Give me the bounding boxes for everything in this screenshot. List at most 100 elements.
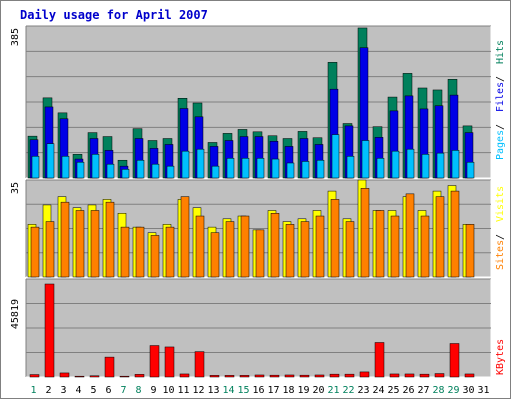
pages-bar <box>331 134 340 179</box>
sites-bar <box>315 215 325 278</box>
kbytes-bar <box>149 345 160 378</box>
x-tick-label: 24 <box>372 385 384 396</box>
kbytes-bar <box>74 375 85 378</box>
kbytes-bar <box>299 374 310 378</box>
x-tick-label: 12 <box>192 385 204 396</box>
sites-bar <box>105 201 115 278</box>
x-tick-label: 1 <box>30 385 36 396</box>
sites-bar <box>60 201 70 278</box>
pages-bar <box>181 150 190 179</box>
sites-bar <box>225 221 235 278</box>
sites-bar <box>285 224 295 278</box>
x-tick-label: 4 <box>75 385 81 396</box>
pages-bar <box>346 156 355 179</box>
kbytes-bar <box>464 373 475 378</box>
kbytes-bar <box>194 351 205 378</box>
x-tick-label: 22 <box>342 385 354 396</box>
sites-bar <box>180 196 190 278</box>
kbytes-bar <box>419 373 430 378</box>
x-tick-label: 23 <box>357 385 369 396</box>
x-tick-label: 17 <box>267 385 279 396</box>
pages-bar <box>151 163 160 179</box>
kbytes-bar <box>254 374 265 378</box>
middle-legend-sites: Sites <box>495 240 506 270</box>
x-tick-label: 11 <box>177 385 189 396</box>
x-tick-label: 16 <box>252 385 264 396</box>
sites-bar <box>405 193 415 278</box>
top-legend-files: Files <box>495 82 506 112</box>
pages-bar <box>436 152 445 179</box>
sites-bar <box>45 221 55 278</box>
middle-legend-visits: Visits <box>495 186 506 222</box>
sites-bar <box>330 199 340 278</box>
pages-bar <box>46 143 55 179</box>
pages-bar <box>91 154 100 179</box>
kbytes-bar <box>389 373 400 378</box>
x-tick-label: 14 <box>222 385 234 396</box>
sites-bar <box>435 196 445 278</box>
sites-bar <box>240 215 250 278</box>
kbytes-bar <box>449 343 460 378</box>
sites-bar <box>345 221 355 278</box>
x-tick-label: 10 <box>162 385 174 396</box>
x-tick-label: 29 <box>447 385 459 396</box>
sites-bar <box>300 221 310 278</box>
kbytes-bar <box>89 375 100 378</box>
x-tick-label: 5 <box>90 385 96 396</box>
kbytes-bar <box>329 373 340 378</box>
pages-bar <box>226 158 235 179</box>
pages-bar <box>136 159 145 179</box>
sites-bar <box>165 226 175 278</box>
x-tick-label: 19 <box>297 385 309 396</box>
top-legend-pages: Pages <box>495 130 506 160</box>
pages-bar <box>361 140 370 179</box>
sites-bar <box>465 224 475 278</box>
x-tick-label: 7 <box>120 385 126 396</box>
x-tick-label: 9 <box>150 385 156 396</box>
x-tick-label: 21 <box>327 385 339 396</box>
top-legend-sep1: / <box>495 124 506 130</box>
pages-bar <box>301 161 310 179</box>
sites-bar <box>210 232 220 278</box>
pages-bar <box>316 159 325 179</box>
pages-bar <box>76 161 85 179</box>
kbytes-bar <box>314 374 325 378</box>
pages-bar <box>196 148 205 179</box>
kbytes-bar <box>59 372 70 378</box>
bottom-legend-kbytes: KBytes <box>495 339 506 375</box>
kbytes-bar <box>179 373 190 378</box>
pages-bar <box>241 158 250 179</box>
pages-bar <box>376 158 385 179</box>
bottom-panel-max-label: 45819 <box>10 299 21 329</box>
x-tick-label: 2 <box>45 385 51 396</box>
kbytes-bar <box>224 375 235 378</box>
pages-bar <box>421 154 430 179</box>
sites-bar <box>420 215 430 278</box>
middle-legend-sep1: / <box>495 234 506 240</box>
pages-bar <box>451 150 460 179</box>
x-tick-label: 15 <box>237 385 249 396</box>
x-tick-label: 28 <box>432 385 444 396</box>
sites-bar <box>450 190 460 278</box>
x-tick-label: 8 <box>135 385 141 396</box>
kbytes-bar <box>404 373 415 378</box>
x-tick-label: 31 <box>477 385 489 396</box>
top-legend-sep2: / <box>495 76 506 82</box>
pages-bar <box>166 165 175 179</box>
kbytes-bar <box>164 346 175 378</box>
pages-bar <box>286 162 295 179</box>
kbytes-bar <box>359 371 370 378</box>
pages-bar <box>406 148 415 179</box>
pages-bar <box>61 156 70 179</box>
pages-bar <box>121 169 130 179</box>
kbytes-bar <box>344 373 355 378</box>
kbytes-bar <box>284 374 295 378</box>
pages-bar <box>106 163 115 179</box>
sites-bar <box>30 226 40 278</box>
sites-bar <box>135 226 145 278</box>
top-legend-hits: Hits <box>495 40 506 64</box>
kbytes-bar <box>119 375 130 378</box>
